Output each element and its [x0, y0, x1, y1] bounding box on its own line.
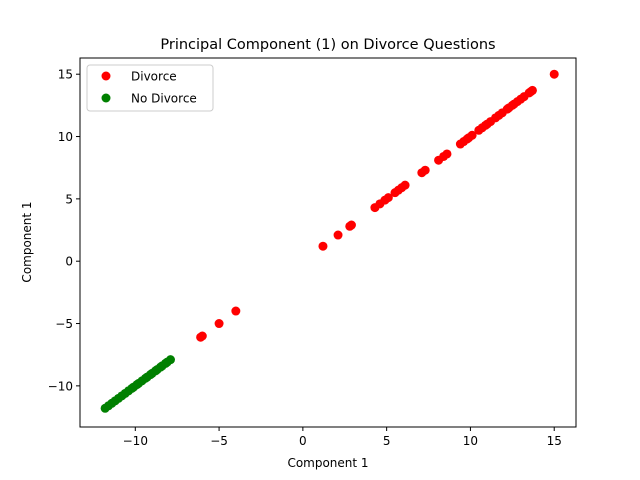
no-divorce-point: [100, 403, 110, 413]
x-axis-ticks: −10 −5 0 5 10 15: [123, 427, 562, 448]
x-tick-label: −10: [123, 434, 148, 448]
divorce-point: [370, 203, 380, 213]
y-tick-label: 15: [58, 68, 73, 82]
legend-label-divorce: Divorce: [131, 70, 177, 84]
legend-marker-no-divorce: [101, 93, 111, 103]
legend-marker-divorce: [101, 71, 111, 81]
legend-label-no-divorce: No Divorce: [131, 92, 197, 106]
divorce-point: [345, 221, 355, 231]
divorce-point: [417, 168, 427, 178]
divorce-point: [196, 332, 206, 342]
divorce-point: [231, 306, 241, 316]
y-axis-label: Component 1: [20, 201, 34, 282]
y-tick-label: 0: [65, 255, 73, 269]
x-axis-label: Component 1: [287, 456, 368, 470]
y-tick-label: −10: [48, 379, 73, 393]
divorce-point: [390, 188, 400, 198]
divorce-point: [474, 125, 484, 135]
legend: Divorce No Divorce: [86, 64, 214, 112]
divorce-point: [214, 319, 224, 329]
x-tick-label: 5: [383, 434, 391, 448]
divorce-point: [549, 69, 559, 79]
divorce-point: [434, 155, 444, 165]
x-tick-label: 15: [547, 434, 562, 448]
y-tick-label: −5: [55, 317, 73, 331]
y-axis-ticks: −10 −5 0 5 10 15: [48, 68, 80, 393]
legend-entries: Divorce No Divorce: [101, 70, 197, 106]
x-tick-label: 0: [299, 434, 307, 448]
plot-frame: [79, 57, 577, 428]
points-layer: [100, 69, 559, 413]
y-tick-label: 10: [58, 130, 73, 144]
legend-box: [86, 64, 214, 112]
y-tick-label: 5: [65, 192, 73, 206]
divorce-point: [455, 139, 465, 149]
x-tick-label: 10: [463, 434, 478, 448]
divorce-point: [318, 241, 328, 251]
chart-title: Principal Component (1) on Divorce Quest…: [160, 37, 495, 53]
divorce-point: [333, 230, 343, 240]
x-tick-label: −5: [210, 434, 228, 448]
